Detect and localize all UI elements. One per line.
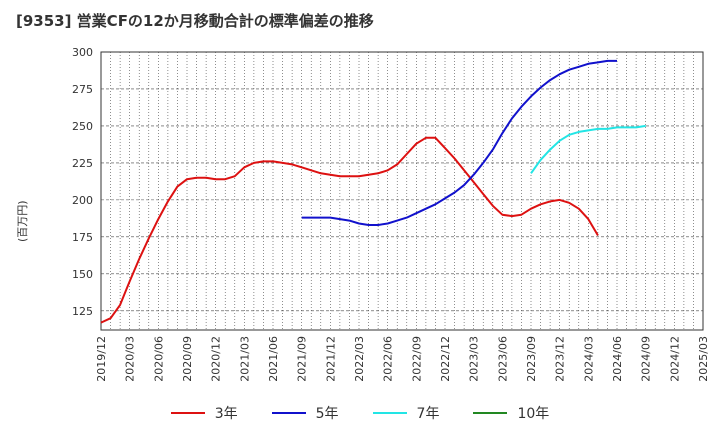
x-tick-labels: 2019/12 2020/03 2020/06 2020/09 2020/12 2021/…	[95, 336, 710, 382]
y-tick-label: 300	[72, 46, 93, 59]
x-tick-label: 2022/12	[439, 336, 452, 382]
x-tick-label: 2021/09	[296, 336, 309, 382]
series-line	[530, 124, 646, 174]
y-tick-label: 275	[72, 83, 93, 96]
legend-swatch	[271, 412, 306, 414]
x-tick-label: 2023/06	[496, 336, 509, 382]
y-tick-label: 200	[72, 194, 93, 207]
x-tick-label: 2024/12	[668, 336, 681, 382]
x-tick-label: 2023/09	[525, 336, 538, 382]
x-tick-label: 2020/09	[181, 336, 194, 382]
x-tick-label: 2022/06	[382, 336, 395, 382]
legend-label: 10年	[517, 406, 550, 422]
legend-swatch	[170, 412, 205, 414]
y-tick-label: 225	[72, 157, 93, 170]
x-tick-label: 2020/06	[152, 336, 165, 382]
legend-label: 3年	[214, 406, 238, 422]
legend-label: 5年	[315, 406, 339, 422]
x-tick-label: 2021/12	[324, 336, 337, 382]
legend-swatch	[372, 412, 407, 414]
plot-area	[100, 51, 704, 331]
x-tick-label: 2024/03	[582, 336, 595, 382]
x-tick-label: 2023/12	[554, 336, 567, 382]
x-tick-label: 2025/03	[697, 336, 710, 382]
legend-label: 7年	[416, 406, 440, 422]
x-tick-label: 2021/06	[267, 336, 280, 382]
y-tick-label: 250	[72, 120, 93, 133]
y-tick-labels: 125 150 175 200 225 250 275 300	[72, 46, 93, 318]
legend: 3年 5年 7年 10年	[0, 403, 720, 423]
legend-item: 3年	[170, 403, 238, 423]
legend-item: 7年	[372, 403, 440, 423]
legend-item: 10年	[473, 403, 549, 423]
y-tick-label: 125	[72, 305, 93, 318]
y-tick-label: 150	[72, 268, 93, 281]
series-line	[301, 59, 617, 226]
grid	[101, 52, 703, 330]
x-tick-label: 2024/06	[611, 336, 624, 382]
series-lines	[100, 59, 646, 324]
chart-title: [9353] 営業CFの12か月移動合計の標準偏差の推移	[16, 12, 374, 30]
legend-swatch	[473, 412, 508, 414]
x-tick-label: 2022/03	[353, 336, 366, 382]
x-tick-label: 2021/03	[238, 336, 251, 382]
legend-item: 5年	[271, 403, 339, 423]
y-tick-label: 175	[72, 231, 93, 244]
x-tick-label: 2019/12	[95, 336, 108, 382]
x-tick-label: 2022/09	[410, 336, 423, 382]
x-tick-label: 2020/12	[210, 336, 223, 382]
x-tick-label: 2020/03	[124, 336, 137, 382]
series-line	[100, 136, 599, 324]
x-tick-label: 2024/09	[640, 336, 653, 382]
x-tick-label: 2023/03	[468, 336, 481, 382]
